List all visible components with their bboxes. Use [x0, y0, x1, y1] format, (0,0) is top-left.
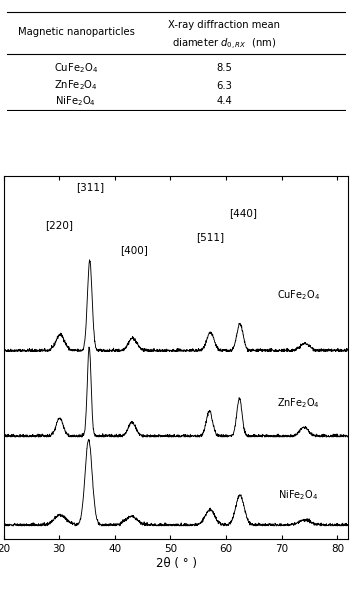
Text: [311]: [311]: [76, 182, 104, 192]
Text: [400]: [400]: [120, 244, 148, 254]
Text: CuFe$_2$O$_4$: CuFe$_2$O$_4$: [54, 61, 98, 75]
Text: Magnetic nanoparticles: Magnetic nanoparticles: [18, 27, 134, 37]
Text: ZnFe$_2$O$_4$: ZnFe$_2$O$_4$: [54, 78, 98, 92]
Text: X-ray diffraction mean: X-ray diffraction mean: [168, 20, 280, 30]
Text: CuFe$_2$O$_4$: CuFe$_2$O$_4$: [277, 288, 320, 302]
Text: ZnFe$_2$O$_4$: ZnFe$_2$O$_4$: [277, 396, 320, 410]
Text: NiFe$_2$O$_4$: NiFe$_2$O$_4$: [278, 488, 319, 502]
Text: 4.4: 4.4: [216, 96, 232, 106]
Text: [440]: [440]: [229, 208, 257, 218]
Text: [220]: [220]: [45, 220, 73, 230]
X-axis label: 2θ ( ° ): 2θ ( ° ): [156, 557, 196, 570]
Y-axis label: Intensity (a.u.): Intensity (a.u.): [0, 314, 1, 401]
Text: 6.3: 6.3: [216, 81, 232, 91]
Text: diameter $d_{0,RX}$  (nm): diameter $d_{0,RX}$ (nm): [172, 37, 276, 52]
Text: NiFe$_2$O$_4$: NiFe$_2$O$_4$: [56, 94, 96, 108]
Text: 8.5: 8.5: [216, 63, 232, 73]
Text: [511]: [511]: [196, 233, 225, 243]
